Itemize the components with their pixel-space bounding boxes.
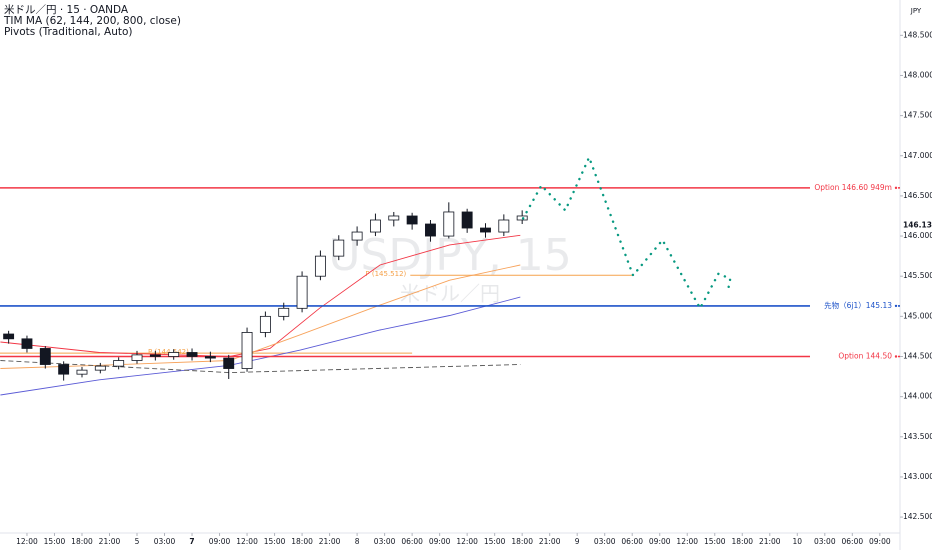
candle-body	[461, 211, 473, 229]
indicator-label: TIM MA (62, 144, 200, 800, close)	[3, 15, 181, 27]
level-dot	[894, 186, 898, 190]
y-tick-label: 142.500	[903, 512, 932, 521]
x-tick-label: 06:00	[842, 537, 864, 546]
y-tick-label: 143.500	[903, 432, 932, 441]
x-tick-label: 03:00	[594, 537, 616, 546]
y-tick-label: 148.000	[903, 70, 932, 79]
y-tick-label: 146.500	[903, 191, 932, 200]
x-tick-label: 09:00	[869, 537, 891, 546]
x-tick-label: 12:00	[16, 537, 38, 546]
x-tick-label: 5	[135, 537, 140, 546]
x-tick-label: 18:00	[731, 537, 753, 546]
level-label: Option 144.50	[838, 351, 892, 360]
candle-body	[168, 352, 180, 357]
candle-body	[131, 354, 143, 361]
x-tick-label: 12:00	[236, 537, 258, 546]
currency-label: JPY	[910, 7, 922, 15]
x-tick-label: 10	[793, 537, 803, 546]
x-tick-label: 03:00	[154, 537, 176, 546]
candle-body	[425, 223, 436, 237]
candle-body	[39, 348, 51, 365]
x-tick-label: 9	[575, 537, 580, 546]
x-tick-label: 15:00	[704, 537, 726, 546]
y-tick-label: 145.000	[903, 311, 932, 320]
x-tick-label: 12:00	[456, 537, 478, 546]
level-label-bg	[810, 350, 898, 363]
y-tick-label: 144.500	[903, 351, 932, 360]
candle-body	[259, 315, 271, 333]
candle-body	[443, 211, 455, 237]
x-tick-label: 03:00	[374, 537, 396, 546]
moving-average	[0, 296, 521, 396]
y-tick-label: 143.000	[903, 472, 932, 481]
x-tick-label: 09:00	[429, 537, 451, 546]
candle-body	[241, 332, 253, 369]
x-tick-label: 8	[355, 537, 360, 546]
candle-body	[21, 338, 33, 349]
x-tick-label: 7	[189, 537, 194, 546]
x-tick-label: 03:00	[814, 537, 836, 546]
level-label: Option 146.60 949m	[814, 183, 892, 192]
chart-title: 米ドル／円 · 15 · OANDA	[4, 3, 129, 16]
y-tick-label: 147.500	[903, 111, 932, 120]
candle-body	[351, 231, 363, 241]
x-tick-label: 09:00	[649, 537, 671, 546]
x-tick-label: 15:00	[264, 537, 286, 546]
candle-body	[204, 356, 216, 359]
pivot-label: P (145.512)	[365, 270, 406, 278]
x-tick-label: 18:00	[511, 537, 533, 546]
candle-body	[3, 333, 15, 340]
moving-average	[0, 360, 521, 374]
candle-body	[76, 369, 88, 375]
x-tick-label: 12:00	[676, 537, 698, 546]
x-tick-label: 18:00	[71, 537, 93, 546]
level-dot	[894, 355, 898, 358]
candle-body	[149, 354, 161, 357]
y-tick-label: 144.000	[903, 392, 932, 401]
level-label-bg	[810, 299, 898, 312]
x-tick-label: 21:00	[539, 537, 561, 546]
candle-body	[278, 307, 290, 317]
moving-average	[0, 234, 521, 357]
projection-line	[521, 154, 732, 311]
x-tick-label: 21:00	[99, 537, 121, 546]
last-price-label: 146.130	[903, 221, 932, 230]
level-dot	[894, 304, 898, 308]
x-tick-label: 15:00	[44, 537, 66, 546]
level-label: 先物（6j1）145.13	[824, 300, 892, 310]
x-tick-label: 06:00	[621, 537, 643, 546]
candle-body	[113, 360, 125, 367]
x-tick-label: 06:00	[401, 537, 423, 546]
candle-body	[406, 215, 418, 225]
last-price-box	[901, 219, 932, 232]
x-tick-label: 18:00	[291, 537, 313, 546]
candle-body	[94, 365, 106, 371]
candle-body	[498, 219, 510, 233]
candle-body	[333, 239, 345, 257]
y-tick-label: 147.000	[903, 151, 932, 160]
x-tick-label: 21:00	[759, 537, 781, 546]
watermark-sub: 米ドル／円	[400, 282, 500, 306]
candle-body	[296, 275, 308, 309]
candle-body	[186, 352, 198, 357]
candle-body	[388, 215, 400, 221]
candle-body	[58, 364, 70, 375]
y-tick-label: 145.500	[903, 271, 932, 280]
x-tick-label: 15:00	[484, 537, 506, 546]
candle-body	[314, 255, 326, 277]
candle-body	[223, 357, 235, 369]
indicator-label: Pivots (Traditional, Auto)	[4, 26, 133, 38]
candle-body	[369, 219, 381, 233]
y-tick-label: 146.000	[903, 231, 932, 240]
level-label-bg	[810, 181, 898, 194]
x-tick-label: 21:00	[319, 537, 341, 546]
candle-body	[480, 227, 491, 233]
y-tick-label: 148.500	[903, 30, 932, 39]
x-tick-label: 09:00	[209, 537, 231, 546]
